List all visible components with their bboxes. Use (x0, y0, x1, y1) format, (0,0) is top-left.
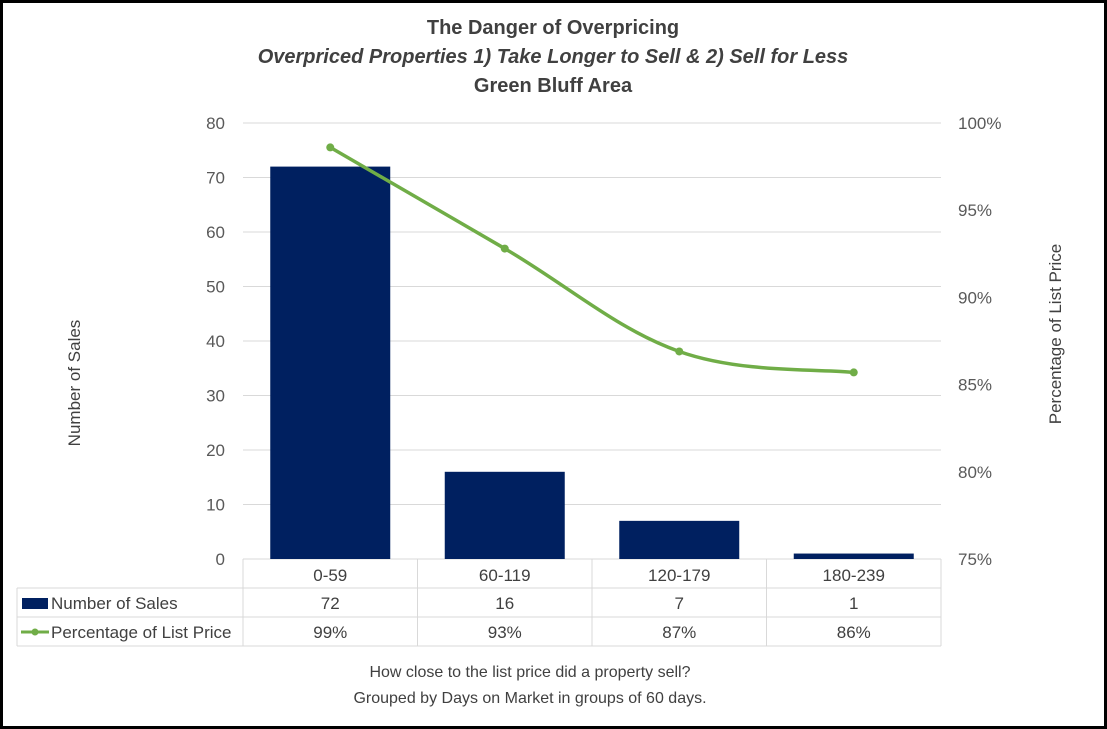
bar (444, 471, 565, 559)
y2-tick-label: 95% (958, 201, 992, 220)
y-tick-label: 30 (206, 387, 225, 406)
x-axis-label-line2: Grouped by Days on Market in groups of 6… (353, 690, 706, 707)
data-label: 1 (849, 594, 858, 613)
x-tick-label: 180-239 (823, 566, 885, 585)
y-tick-label: 0 (216, 550, 225, 569)
data-label: 87% (662, 623, 696, 642)
y-tick-label: 50 (206, 278, 225, 297)
bars (270, 166, 914, 559)
x-tick-label: 120-179 (648, 566, 710, 585)
y-tick-label: 70 (206, 169, 225, 188)
y-tick-label: 60 (206, 223, 225, 242)
chart-subtitle: Overpriced Properties 1) Take Longer to … (258, 46, 849, 68)
chart: The Danger of Overpricing Overpriced Pro… (16, 17, 1065, 707)
data-label: 99% (313, 623, 347, 642)
data-label: 93% (488, 623, 522, 642)
x-tick-label: 0-59 (313, 566, 347, 585)
legend-label: Percentage of List Price (51, 623, 231, 642)
y2-tick-label: 90% (958, 288, 992, 307)
y2-axis-ticks: 75% 80% 85% 90% 95% 100% (958, 114, 1001, 569)
chart-subtitle-area: Green Bluff Area (474, 75, 633, 97)
y-tick-label: 20 (206, 441, 225, 460)
y-tick-label: 10 (206, 496, 225, 515)
y-axis-label: Number of Sales (65, 320, 84, 447)
chart-title: The Danger of Overpricing (427, 17, 679, 39)
line-point (500, 244, 509, 253)
y-tick-label: 80 (206, 114, 225, 133)
bar (270, 166, 391, 559)
line-point (849, 368, 858, 377)
data-label: 72 (321, 594, 340, 613)
x-axis-label-line1: How close to the list price did a proper… (369, 664, 690, 681)
line-point (675, 347, 684, 356)
y2-tick-label: 75% (958, 550, 992, 569)
legend-key-bars (22, 598, 48, 609)
y2-tick-label: 80% (958, 463, 992, 482)
data-label: 7 (675, 594, 684, 613)
x-tick-label: 60-119 (479, 566, 531, 585)
legend-key-marker (31, 628, 39, 636)
data-table: 0-59 60-119 120-179 180-239 Number of Sales P… (16, 559, 942, 647)
data-label: 86% (837, 623, 871, 642)
y2-axis-label: Percentage of List Price (1046, 244, 1065, 424)
line-series (326, 143, 858, 377)
data-label: 16 (495, 594, 514, 613)
legend-label: Number of Sales (51, 594, 178, 613)
line-path (329, 145, 854, 375)
y-tick-label: 40 (206, 332, 225, 351)
y2-tick-label: 85% (958, 376, 992, 395)
bar (793, 553, 914, 559)
line-point (326, 143, 335, 152)
y2-tick-label: 100% (958, 114, 1001, 133)
y-axis-ticks: 0 10 20 30 40 50 60 70 80 (206, 114, 225, 569)
bar (619, 520, 740, 559)
